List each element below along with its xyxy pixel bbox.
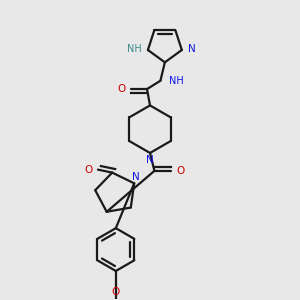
Text: NH: NH [169, 76, 184, 86]
Text: O: O [84, 165, 93, 175]
Text: O: O [117, 84, 125, 94]
Text: O: O [176, 166, 184, 176]
Text: NH: NH [127, 44, 141, 53]
Text: O: O [112, 287, 120, 297]
Text: N: N [188, 44, 196, 53]
Text: N: N [146, 154, 154, 164]
Text: N: N [132, 172, 140, 182]
